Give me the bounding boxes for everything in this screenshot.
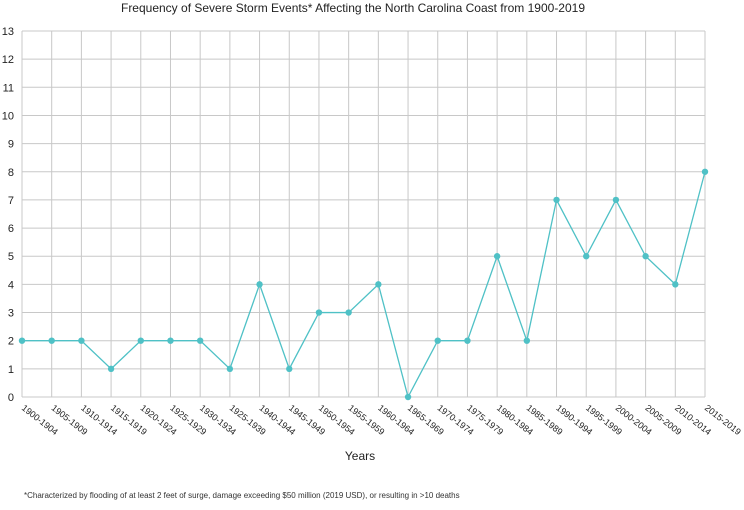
data-point [612, 196, 620, 204]
data-point [583, 253, 590, 260]
data-point [404, 393, 412, 401]
y-tick-label: 3 [8, 308, 14, 320]
y-tick-label: 12 [2, 54, 14, 66]
data-point [553, 196, 560, 204]
data-point [375, 281, 382, 288]
data-point [196, 337, 204, 344]
data-point [523, 337, 531, 344]
y-tick-label: 2 [8, 336, 14, 348]
data-point [256, 281, 263, 288]
data-point [167, 337, 174, 344]
data-point [18, 337, 26, 344]
chart-title: Frequency of Severe Storm Events* Affect… [121, 1, 585, 15]
data-point [286, 365, 293, 373]
data-point [78, 337, 85, 344]
y-tick-label: 10 [2, 110, 14, 122]
y-tick-label: 13 [2, 26, 14, 38]
gridlines [21, 30, 706, 398]
y-tick-label: 1 [8, 364, 14, 376]
y-tick-label: 4 [8, 279, 14, 291]
x-axis-title: Years [345, 449, 375, 463]
y-tick-label: 6 [8, 223, 14, 235]
data-point [701, 168, 709, 175]
data-point [315, 309, 323, 316]
data-point [434, 337, 441, 344]
y-tick-label: 9 [8, 139, 14, 151]
data-point [107, 365, 115, 373]
data-point [48, 337, 55, 344]
data-point [672, 281, 679, 288]
data-point [642, 253, 649, 260]
chart-footnote: *Characterized by flooding of at least 2… [24, 491, 460, 500]
data-point [464, 337, 471, 344]
data-point [137, 337, 144, 344]
y-tick-label: 8 [8, 167, 14, 179]
y-tick-label: 5 [8, 251, 14, 263]
series-line [22, 171, 706, 399]
y-tick-label: 7 [8, 195, 14, 207]
data-point [493, 253, 501, 260]
data-point [226, 365, 234, 373]
x-axis-tick-labels: 1900-19041905-19091910-19141915-19191920… [20, 403, 743, 437]
data-series [18, 168, 709, 401]
y-tick-label: 0 [8, 392, 14, 404]
y-tick-label: 11 [3, 82, 14, 94]
data-point [345, 309, 352, 316]
